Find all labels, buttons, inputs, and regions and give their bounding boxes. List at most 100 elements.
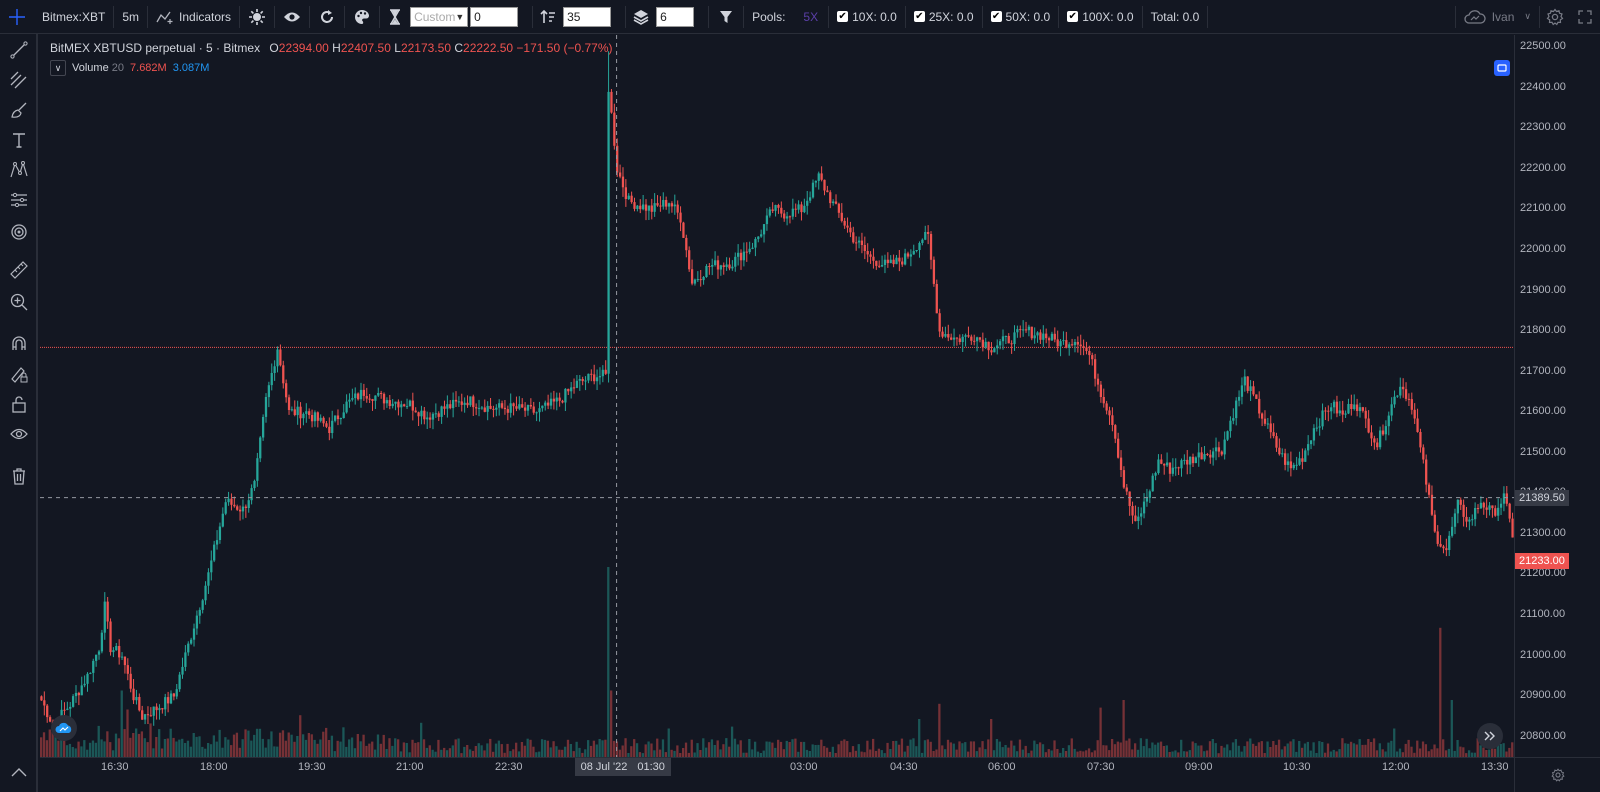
palette-icon[interactable] [345,0,379,34]
price-tick-label: 21900.00 [1520,283,1566,296]
volume-bar [661,739,665,757]
interval-selector[interactable]: 5m [122,9,140,24]
candle-body [1272,432,1275,437]
prediction-tool-icon[interactable] [4,186,34,214]
pattern-tool-icon[interactable] [4,156,34,184]
volume-bar [371,741,374,757]
volume-bar [1159,741,1163,757]
volume-value-a: 7.682M [130,62,167,74]
volume-bar [1090,752,1094,757]
user-menu[interactable]: Ivan ∨ [1456,0,1539,34]
volume-bar [88,742,92,757]
indicators-button[interactable]: Indicators [148,0,239,34]
text-tool-icon[interactable] [4,126,34,154]
eye-icon[interactable] [275,0,309,34]
volume-bar [1496,743,1500,757]
candlestick-chart[interactable] [40,35,1514,757]
volume-bar [109,742,112,757]
volume-bar [1289,741,1292,757]
pool-5x-toggle[interactable]: 5X [803,9,819,24]
volume-bar [301,734,305,757]
volume-bar [814,745,817,757]
volume-bar [618,749,621,757]
volume-bar [471,750,475,757]
volume-bar [1174,750,1177,757]
volume-bar [733,738,737,757]
candle-body [1347,404,1350,414]
volume-bar [241,739,244,757]
ruler-icon[interactable] [4,256,34,284]
filter-icon[interactable] [709,0,743,34]
volume-bar [1033,740,1036,757]
candle-body [475,407,478,409]
refresh-icon[interactable] [310,0,344,34]
candle-body [575,380,579,388]
axis-settings-corner[interactable] [1514,757,1600,792]
settings-sun-icon[interactable] [240,0,274,34]
candle-body [454,399,458,402]
cloud-sync-button[interactable] [51,715,77,741]
zoom-in-icon[interactable] [4,288,34,316]
candle-body [1304,450,1307,462]
drawing-toolbar [0,34,38,792]
candle-body [794,208,797,210]
fib-tool-icon[interactable] [4,66,34,94]
pool-50x-checkbox[interactable]: ✔ 50X: 0.0 [983,0,1059,34]
volume-bar [1027,753,1030,757]
gear-icon[interactable] [1540,0,1570,34]
crosshair-icon[interactable] [0,0,34,34]
candle-body [886,259,889,264]
time-axis[interactable]: 16:3018:0019:3021:0022:30803:0004:3006:0… [40,757,1514,792]
candle-body [236,506,239,510]
magnet-icon[interactable] [4,330,34,358]
volume-bar [1485,750,1488,757]
target-icon[interactable] [4,218,34,246]
custom-timeframe-select[interactable]: Custom ▼ [410,6,469,27]
custom-value-input[interactable]: 0 [470,6,519,27]
volume-bar [1473,752,1476,757]
candle-body [846,225,849,228]
candle-body [1448,535,1451,550]
pool-100x-checkbox[interactable]: ✔ 100X: 0.0 [1059,0,1141,34]
volume-bar [149,723,152,757]
volume-bar [1467,750,1471,757]
candle-body [1361,407,1364,411]
candle-body [138,697,141,711]
collapse-chevron-icon[interactable]: ∨ [50,60,66,76]
candle-body [1260,413,1264,419]
legend-open: O22394.00 [269,41,329,55]
trend-line-icon[interactable] [4,36,34,64]
visibility-icon[interactable] [4,420,34,448]
object-tree-button[interactable] [1494,60,1510,76]
symbol-selector[interactable]: Bitmex:XBT [42,9,106,24]
pool-10x-checkbox[interactable]: ✔ 10X: 0.0 [829,0,905,34]
layers-value-input[interactable]: 6 [656,6,695,27]
volume-bar [837,744,840,757]
volume-bar [820,739,823,757]
scroll-to-realtime-button[interactable] [1477,723,1503,749]
volume-bar [1177,752,1180,757]
lock-drawings-icon[interactable] [4,360,34,388]
volume-bar [684,742,688,757]
volume-bar [788,742,791,757]
unlock-icon[interactable] [4,390,34,418]
sort-value-input[interactable]: 35 [563,6,612,27]
volume-bar [422,739,426,757]
candle-body [1220,451,1223,455]
volume-bar [1295,751,1298,757]
candle-body [1482,502,1485,508]
volume-bar [1131,749,1134,757]
candle-body [682,222,685,238]
price-axis[interactable]: 22500.00 22400.00 22300.00 22200.00 22100.00… [1514,35,1600,757]
pool-25x-checkbox[interactable]: ✔ 25X: 0.0 [906,0,982,34]
volume-bar [517,751,521,757]
candle-body [1154,473,1157,476]
fullscreen-icon[interactable] [1570,0,1600,34]
volume-bar [736,744,739,757]
trash-icon[interactable] [4,462,34,490]
candle-body [1180,460,1183,469]
brush-icon[interactable] [4,96,34,124]
volume-bar [834,753,837,757]
candle-body [607,91,610,374]
expand-up-icon[interactable] [4,758,34,786]
